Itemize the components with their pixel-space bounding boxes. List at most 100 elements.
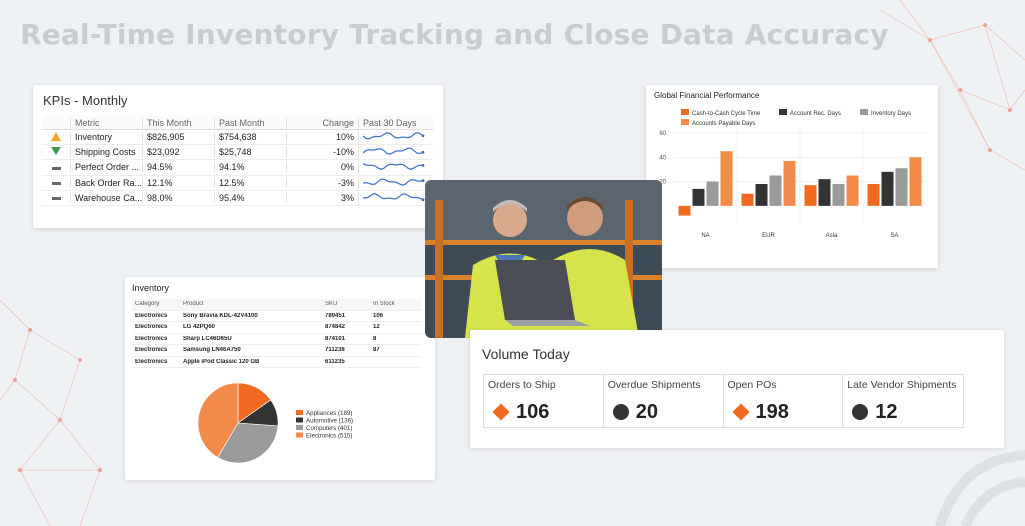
finance-bar[interactable] bbox=[720, 151, 733, 206]
volume-metric-value: 12 bbox=[875, 401, 898, 423]
finance-bar[interactable] bbox=[755, 184, 768, 206]
kpi-sparkline bbox=[358, 130, 433, 145]
finance-bar[interactable] bbox=[832, 184, 845, 206]
kpi-col-past-month[interactable]: Past Month bbox=[214, 117, 286, 128]
finance-bar[interactable] bbox=[881, 171, 894, 206]
kpi-metric: Back Order Ra... bbox=[70, 177, 142, 188]
pie-slice[interactable] bbox=[197, 382, 239, 458]
volume-metric-cell[interactable]: Late Vendor Shipments 12 bbox=[843, 375, 963, 427]
legend-swatch bbox=[296, 410, 303, 415]
legend-swatch bbox=[681, 109, 689, 115]
sparkline-icon bbox=[362, 147, 425, 156]
finance-bar[interactable] bbox=[692, 188, 705, 206]
kpi-sparkline bbox=[358, 190, 433, 205]
inventory-row[interactable]: Electronics Apple iPod Classic 120 GB 6112… bbox=[132, 357, 421, 368]
inv-sku: 874842 bbox=[325, 324, 346, 331]
pie-legend-item: Electronics (515) bbox=[296, 432, 352, 440]
pie-legend-item: Automotive (136) bbox=[296, 417, 353, 425]
legend-label: Inventory Days bbox=[871, 111, 911, 117]
kpi-row[interactable]: Back Order Ra... 12.1% 12.5% -3% bbox=[42, 175, 433, 191]
kpi-sparkline bbox=[358, 160, 433, 175]
kpi-row[interactable]: Perfect Order ... 94.5% 94.1% 0% bbox=[42, 160, 433, 176]
photo-illustration-icon bbox=[425, 180, 662, 338]
inventory-row[interactable]: Electronics Sharp LC46D65U 874101 8 bbox=[132, 334, 421, 345]
finance-bar[interactable] bbox=[783, 160, 796, 206]
legend-label: Appliances (189) bbox=[306, 410, 352, 417]
kpi-this-month: $826,905 bbox=[142, 132, 214, 143]
finance-bar[interactable] bbox=[818, 179, 831, 206]
kpi-col-this-month[interactable]: This Month bbox=[142, 117, 214, 128]
volume-metric-value: 198 bbox=[755, 401, 789, 423]
legend-swatch bbox=[296, 425, 303, 430]
volume-card-title: Volume Today bbox=[482, 346, 570, 362]
orange-diamond-icon bbox=[492, 403, 510, 421]
kpi-change: 3% bbox=[286, 192, 358, 203]
inventory-row[interactable]: Electronics Sony Bravia KDL-42V4100 789451… bbox=[132, 311, 421, 322]
inv-col-in-stock[interactable]: In Stock bbox=[373, 301, 395, 308]
kpi-row[interactable]: Shipping Costs $23,092 $25,748 -10% bbox=[42, 145, 433, 161]
volume-today-card: Volume Today bbox=[470, 330, 1004, 448]
kpi-col-past-30-days[interactable]: Past 30 Days bbox=[358, 117, 433, 128]
legend-swatch bbox=[779, 109, 787, 115]
inventory-row[interactable]: Electronics Samsung LN46A750 711238 87 bbox=[132, 345, 421, 357]
kpi-past-month: 94.1% bbox=[214, 162, 286, 173]
kpi-metric: Warehouse Ca... bbox=[70, 192, 142, 203]
legend-swatch bbox=[296, 417, 303, 423]
kpi-past-month: $754,638 bbox=[214, 132, 286, 143]
finance-legend-item: Cash-to-Cash Cycle Time bbox=[681, 109, 761, 117]
inv-sku: 611235 bbox=[325, 358, 345, 365]
sparkline-icon bbox=[362, 132, 425, 140]
finance-bar[interactable] bbox=[846, 175, 859, 206]
legend-swatch bbox=[860, 109, 868, 115]
finance-bar[interactable] bbox=[706, 181, 719, 206]
volume-metric-cell[interactable]: Overdue Shipments 20 bbox=[604, 375, 724, 427]
volume-metric-cell[interactable]: Orders to Ship 106 bbox=[484, 375, 604, 427]
kpi-row[interactable]: Inventory $826,905 $754,638 10% bbox=[42, 130, 433, 146]
inv-col-category[interactable]: Category bbox=[135, 301, 160, 308]
inv-col-sku[interactable]: SKU bbox=[325, 301, 338, 308]
volume-metric-label: Late Vendor Shipments bbox=[847, 379, 957, 391]
inv-stock: 106 bbox=[373, 312, 384, 319]
finance-bar[interactable] bbox=[895, 168, 908, 206]
finance-bar[interactable] bbox=[678, 205, 691, 216]
orange-diamond-icon bbox=[732, 403, 749, 421]
volume-metric-label: Overdue Shipments bbox=[607, 379, 701, 391]
finance-bar[interactable] bbox=[909, 157, 922, 206]
x-tick-label: Asia bbox=[826, 233, 838, 239]
kpi-col-change[interactable]: Change bbox=[286, 117, 358, 128]
inv-product: Sony Bravia KDL-42V4100 bbox=[183, 312, 258, 319]
legend-label: Account Rec. Days bbox=[790, 111, 841, 117]
sparkline-icon bbox=[362, 178, 425, 186]
inventory-table-header: Category Product SKU In Stock bbox=[132, 299, 421, 311]
kpi-row[interactable]: Warehouse Ca... 98.0% 95.4% 3% bbox=[42, 190, 433, 206]
inventory-row[interactable]: Electronics LG 42PQ60 874842 12 bbox=[132, 322, 421, 334]
volume-metric-cell[interactable]: Open POs 198 bbox=[724, 375, 844, 427]
pie-legend-item: Appliances (189) bbox=[296, 410, 352, 417]
inv-stock: 8 bbox=[373, 335, 377, 342]
legend-label: Automotive (136) bbox=[306, 418, 353, 425]
inv-sku: 711238 bbox=[325, 347, 345, 354]
kpi-metric: Perfect Order ... bbox=[70, 162, 142, 173]
kpi-change: 10% bbox=[286, 132, 358, 143]
kpi-metric: Inventory bbox=[70, 132, 142, 143]
finance-bar[interactable] bbox=[741, 193, 754, 206]
finance-bar[interactable] bbox=[769, 175, 782, 206]
inv-sku: 789451 bbox=[325, 312, 346, 319]
finance-bar[interactable] bbox=[867, 184, 880, 206]
inv-product: Sharp LC46D65U bbox=[183, 335, 232, 342]
finance-bar[interactable] bbox=[804, 185, 817, 206]
kpi-past-month: 95.4% bbox=[214, 192, 286, 203]
inv-product: Apple iPod Classic 120 GB bbox=[183, 358, 260, 365]
inv-col-product[interactable]: Product bbox=[183, 301, 204, 308]
warehouse-workers-photo bbox=[425, 180, 662, 338]
kpi-col-metric[interactable]: Metric bbox=[70, 117, 142, 128]
inventory-card-title: Inventory bbox=[132, 283, 170, 293]
dash-icon bbox=[51, 196, 61, 200]
kpi-table: Metric This Month Past Month Change Past… bbox=[42, 116, 433, 206]
inv-category: Electronics bbox=[135, 335, 168, 342]
legend-swatch bbox=[681, 119, 689, 125]
pie-slice[interactable] bbox=[217, 422, 279, 464]
kpi-table-header: Metric This Month Past Month Change Past… bbox=[42, 116, 433, 130]
finance-legend-item: Accounts Payable Days bbox=[681, 119, 755, 127]
